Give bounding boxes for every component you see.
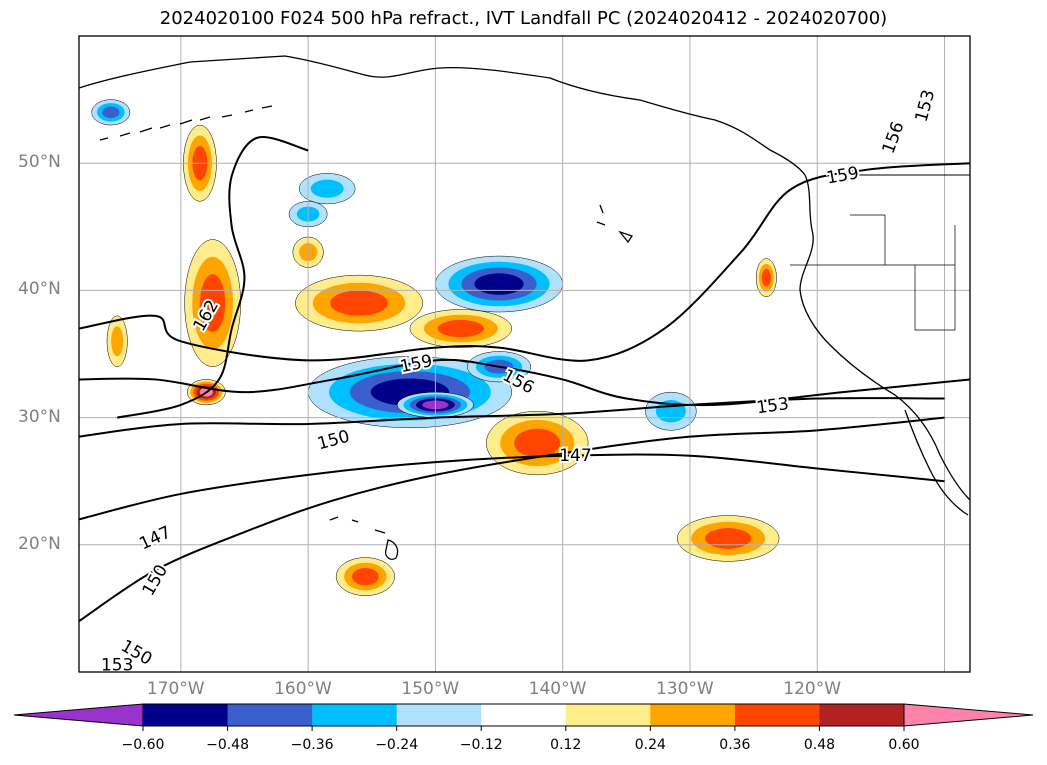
contour-line-162 [116, 136, 309, 419]
anomaly-blob [755, 258, 777, 298]
longitude-label: 170°W [146, 679, 205, 699]
colorbar-tick-label: 0.24 [634, 737, 666, 753]
colorbar [13, 703, 1034, 731]
contour-line-156 [79, 358, 970, 407]
longitude-label: 130°W [655, 679, 714, 699]
contour-line-159 [79, 162, 970, 362]
colorbar-tick-label: 0.60 [888, 737, 920, 753]
map-frame [78, 35, 971, 673]
colorbar-tick-label: 0.36 [719, 737, 751, 753]
anomaly-level-0.36 [102, 106, 120, 119]
coastline-layer [79, 55, 970, 560]
coastline-baja [904, 409, 969, 516]
latitude-label: 20°N [18, 533, 61, 554]
anomaly-level-0.36 [705, 528, 752, 549]
anomaly-level-0.48 [474, 273, 524, 295]
colorbar-segment [396, 704, 482, 726]
colorbar-segment [650, 704, 736, 726]
anomaly-level-0.36 [330, 290, 388, 316]
colorbar-tick-label: −0.48 [206, 737, 249, 753]
contour-line-150 [79, 416, 945, 622]
coastline-aleutians [99, 105, 273, 141]
coastline-north-america [799, 174, 970, 501]
chart-title: 2024020100 F024 500 hPa refract., IVT La… [159, 8, 888, 29]
anomaly-level-0.24 [111, 326, 124, 357]
contour-line-153 [79, 397, 945, 438]
contour-label: 147 [559, 446, 591, 466]
anomaly-blob [409, 309, 513, 348]
latitude-label: 40°N [18, 279, 61, 300]
colorbar-tick-label: 0.12 [550, 737, 582, 753]
anomaly-blob [435, 255, 563, 313]
colorbar-frame [142, 703, 905, 727]
colorbar-segment [143, 704, 229, 726]
colorbar-tick-label: −0.24 [375, 737, 419, 753]
anomaly-level-0.36 [199, 274, 226, 332]
anomaly-level-0.36 [352, 567, 379, 586]
gridline-layer [79, 36, 970, 672]
colorbar-segment [227, 704, 313, 726]
hawaii-islands [329, 516, 399, 560]
latitude-label: 30°N [18, 406, 61, 427]
longitude-label: 120°W [783, 679, 842, 699]
anomaly-blob [106, 315, 128, 367]
colorbar-tick-label: −0.36 [290, 737, 334, 753]
colorbar-segment [734, 704, 820, 726]
anomaly-blob [335, 557, 395, 596]
queen-charlotte-islands [596, 204, 634, 244]
colorbar-extend-high [903, 703, 1034, 727]
coastline-alaska [79, 55, 806, 176]
longitude-label: 150°W [401, 679, 460, 699]
colorbar-segment [312, 704, 398, 726]
colorbar-extend-low [13, 703, 144, 727]
colorbar-segment [481, 704, 567, 726]
colorbar-tick-label: −0.60 [121, 737, 165, 753]
colorbar-tick-label: 0.48 [803, 737, 836, 753]
colorbar-segment [565, 704, 651, 726]
colorbar-tick-label: −0.12 [459, 737, 503, 753]
anomaly-level-0.36 [437, 319, 484, 338]
anomaly-blob [645, 391, 697, 431]
latitude-label: 50°N [18, 152, 61, 173]
anomaly-level-0.36 [514, 428, 561, 458]
contour-line-147 [79, 453, 945, 521]
colorbar-segment [819, 704, 905, 726]
contour-layer [79, 136, 970, 622]
border-states [790, 214, 956, 331]
anomaly-level-0.24 [310, 179, 344, 198]
anomaly-blob [298, 173, 356, 205]
anomaly-blob [91, 99, 131, 126]
contour-label: 153 [101, 656, 133, 676]
longitude-label: 160°W [274, 679, 332, 699]
anomaly-blob [184, 239, 241, 367]
anomaly-level-0.36 [761, 269, 771, 287]
anomaly-blob [295, 274, 423, 332]
anomaly-blob [676, 515, 780, 562]
longitude-label: 140°W [528, 679, 587, 699]
